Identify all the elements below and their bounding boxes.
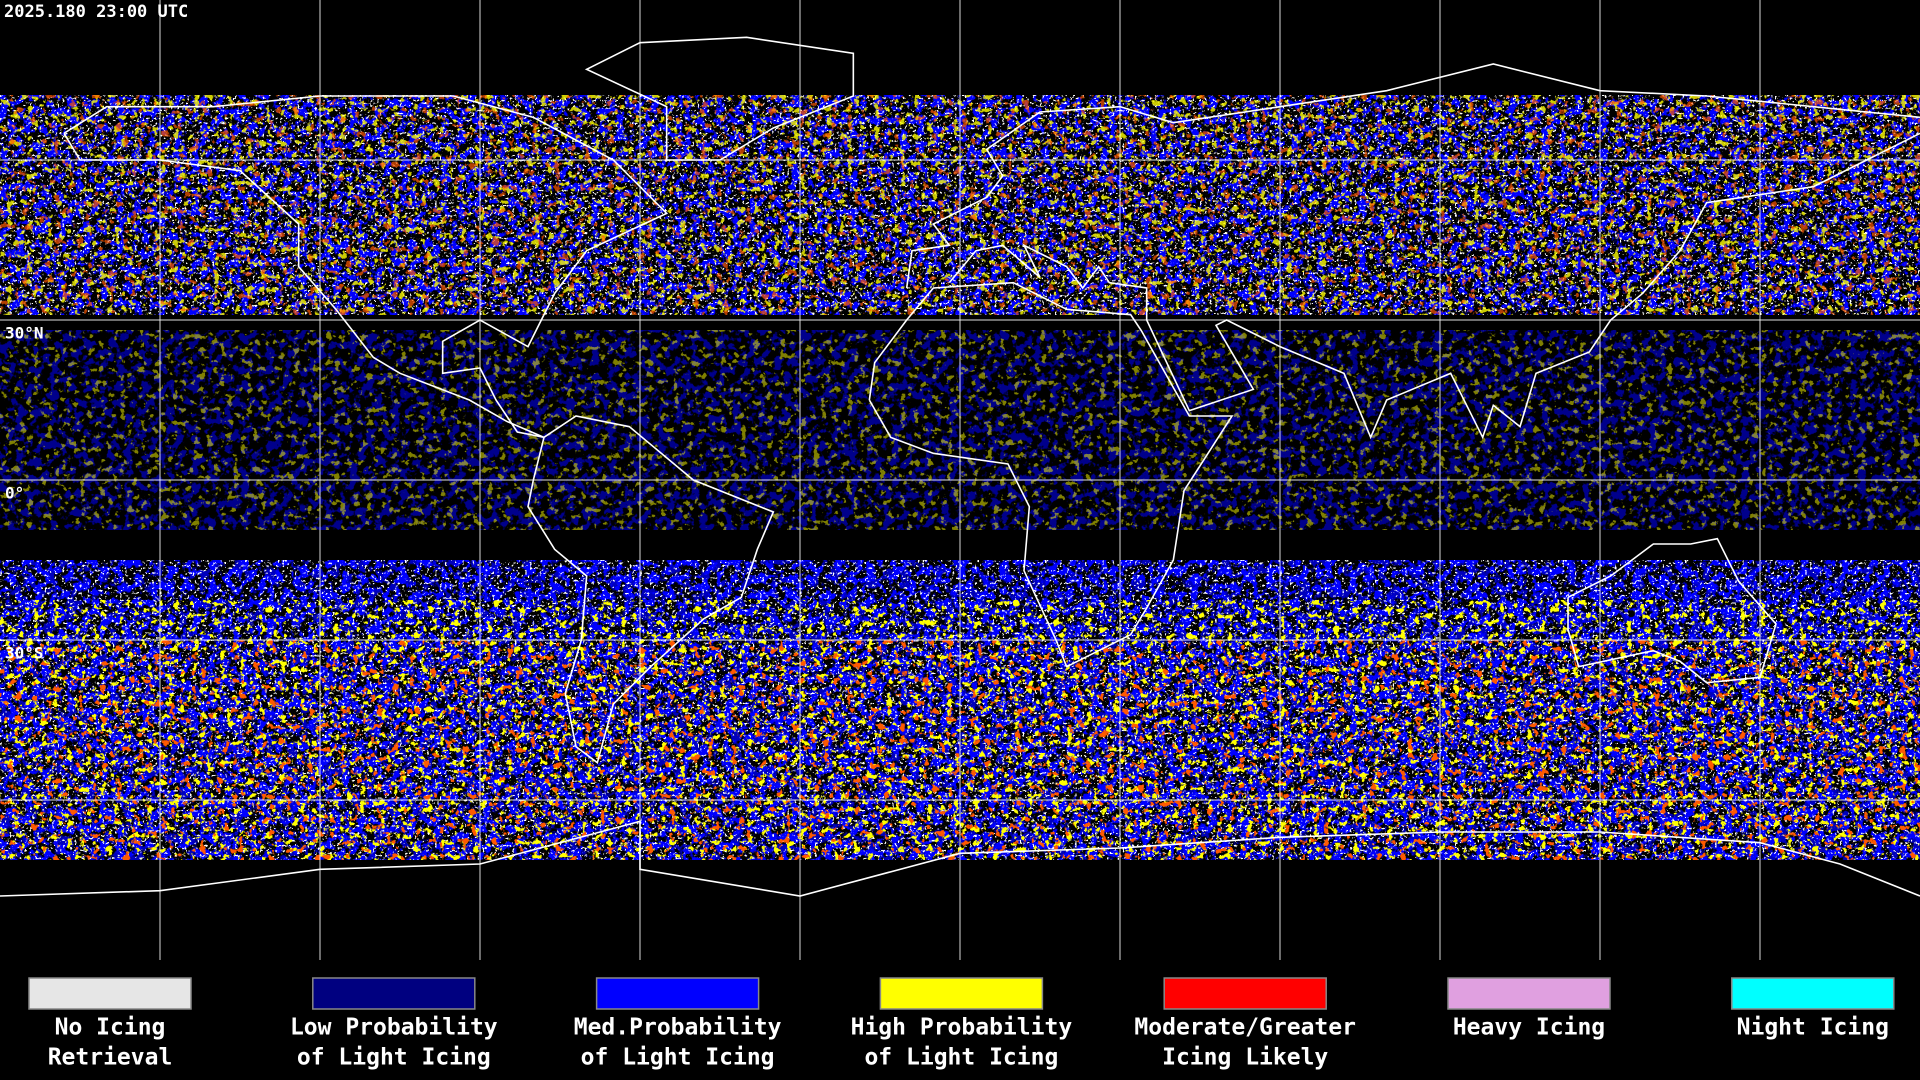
latitude-label: 30°S bbox=[5, 644, 44, 663]
latitude-label: 30°N bbox=[5, 324, 44, 343]
legend-swatch bbox=[1163, 977, 1327, 1010]
legend-label: Med.Probability bbox=[574, 1015, 782, 1041]
legend-label: of Light Icing bbox=[297, 1045, 491, 1071]
legend-label: Night Icing bbox=[1737, 1015, 1889, 1041]
legend-label: Icing Likely bbox=[1162, 1045, 1328, 1071]
legend-swatch bbox=[1731, 977, 1895, 1010]
legend-label: Retrieval bbox=[48, 1045, 173, 1071]
coastline bbox=[868, 281, 1234, 668]
legend-swatch bbox=[28, 977, 192, 1010]
legend-label: Moderate/Greater bbox=[1134, 1015, 1356, 1041]
legend-swatch bbox=[1447, 977, 1611, 1010]
legend-label: of Light Icing bbox=[864, 1045, 1058, 1071]
graticule bbox=[0, 0, 1920, 960]
legend-label: No Icing bbox=[55, 1015, 166, 1041]
legend-label: Low Probability bbox=[290, 1015, 498, 1041]
timestamp: 2025.180 23:00 UTC bbox=[4, 2, 188, 22]
legend-label: Heavy Icing bbox=[1453, 1015, 1605, 1041]
legend-swatch bbox=[879, 977, 1044, 1010]
latitude-label: 0° bbox=[5, 484, 24, 503]
legend-label: High Probability bbox=[851, 1015, 1073, 1041]
legend-label: of Light Icing bbox=[581, 1045, 775, 1071]
legend-swatch bbox=[595, 977, 760, 1010]
legend-swatch bbox=[312, 977, 476, 1010]
coastline bbox=[1567, 537, 1777, 684]
